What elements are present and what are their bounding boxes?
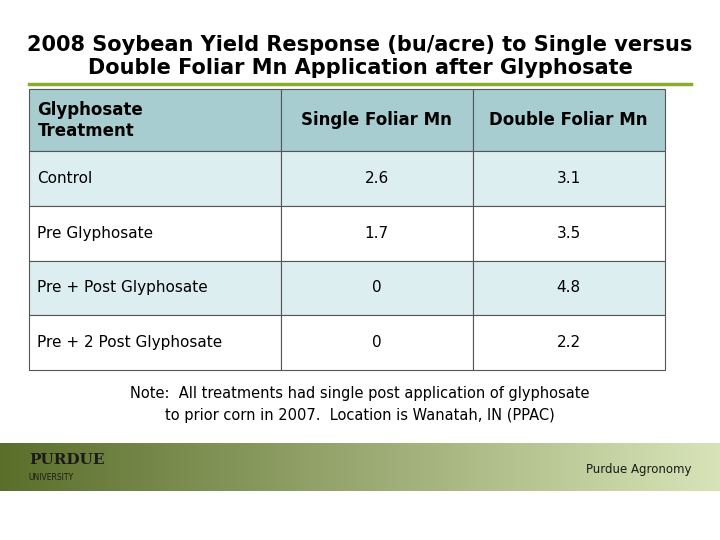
Text: Double Foliar Mn Application after Glyphosate: Double Foliar Mn Application after Glyph… <box>88 58 632 78</box>
Text: UNIVERSITY: UNIVERSITY <box>29 473 74 482</box>
Text: 3.5: 3.5 <box>557 226 581 241</box>
Text: Purdue Agronomy: Purdue Agronomy <box>585 463 691 476</box>
Text: 0: 0 <box>372 280 382 295</box>
Text: PURDUE: PURDUE <box>29 453 104 467</box>
Text: Pre Glyphosate: Pre Glyphosate <box>37 226 153 241</box>
Text: Pre + 2 Post Glyphosate: Pre + 2 Post Glyphosate <box>37 335 222 350</box>
Text: Control: Control <box>37 171 93 186</box>
Text: Glyphosate
Treatment: Glyphosate Treatment <box>37 101 143 139</box>
Text: Note:  All treatments had single post application of glyphosate: Note: All treatments had single post app… <box>130 386 590 401</box>
Text: 2.6: 2.6 <box>364 171 389 186</box>
Text: Double Foliar Mn: Double Foliar Mn <box>490 111 648 129</box>
Text: 2008 Soybean Yield Response (bu/acre) to Single versus: 2008 Soybean Yield Response (bu/acre) to… <box>27 35 693 55</box>
Text: 2.2: 2.2 <box>557 335 581 350</box>
Text: 4.8: 4.8 <box>557 280 581 295</box>
Text: Single Foliar Mn: Single Foliar Mn <box>301 111 452 129</box>
Text: Pre + Post Glyphosate: Pre + Post Glyphosate <box>37 280 208 295</box>
Text: 3.1: 3.1 <box>557 171 581 186</box>
Text: 0: 0 <box>372 335 382 350</box>
Text: 1.7: 1.7 <box>364 226 389 241</box>
Text: to prior corn in 2007.  Location is Wanatah, IN (PPAC): to prior corn in 2007. Location is Wanat… <box>165 408 555 423</box>
